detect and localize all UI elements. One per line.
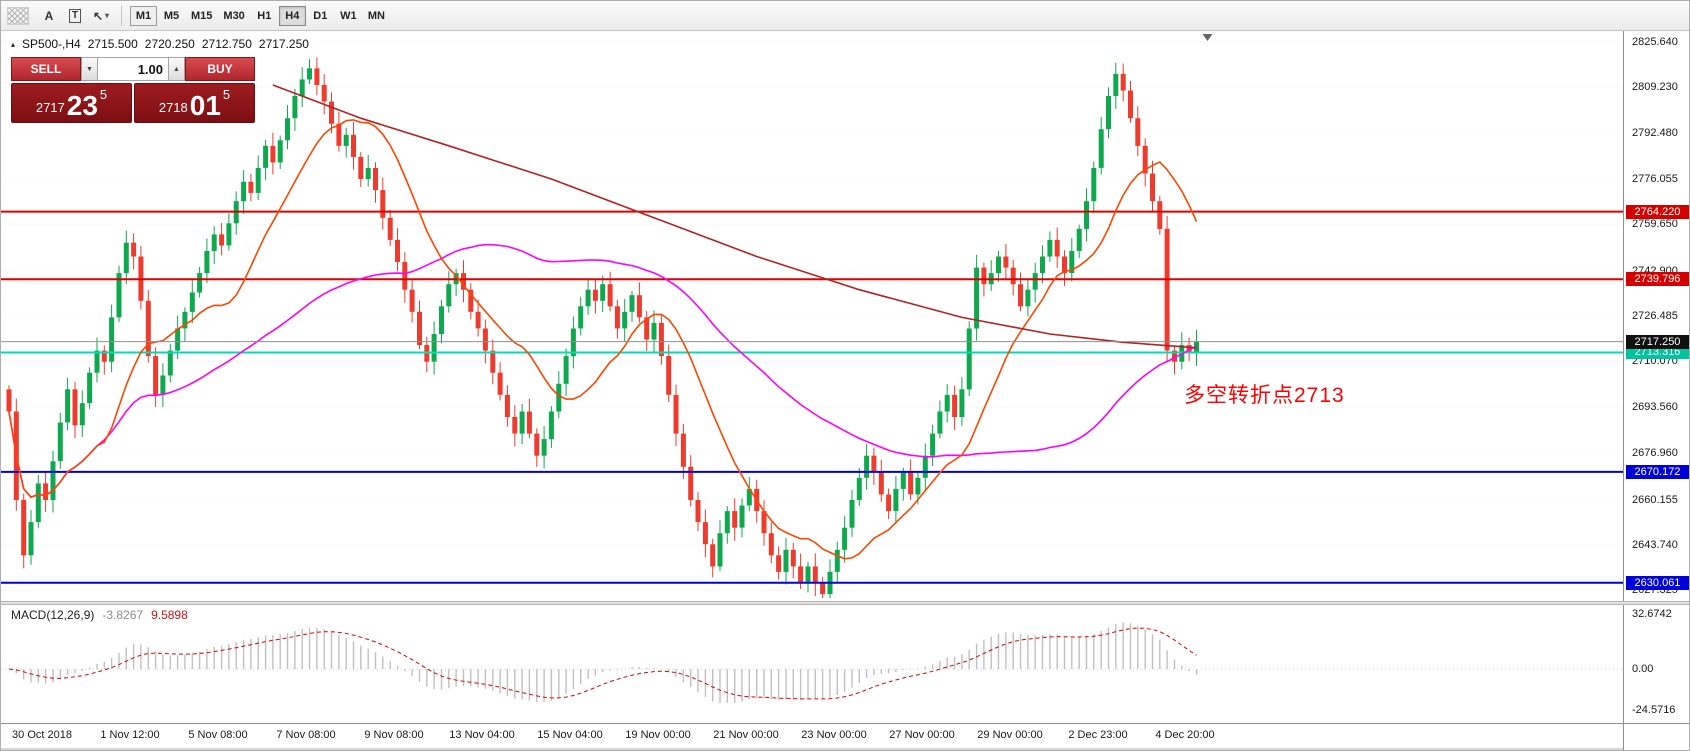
symbol-marker-icon: ▴ bbox=[11, 39, 16, 49]
ohlc-close: 2717.250 bbox=[258, 37, 309, 51]
timeframe-button-MN[interactable]: MN bbox=[363, 6, 390, 26]
time-axis-label: 7 Nov 08:00 bbox=[276, 729, 336, 741]
macd-axis-tick: 32.6742 bbox=[1632, 608, 1672, 620]
text-box-tool-button[interactable]: T bbox=[63, 5, 87, 27]
price-axis-tick: 2792.480 bbox=[1632, 127, 1678, 139]
ohlc-open: 2715.500 bbox=[87, 37, 138, 51]
chart-annotation: 多空转折点2713 bbox=[1184, 384, 1345, 407]
cursor-arrow-icon: ↖ bbox=[92, 8, 104, 23]
trade-panel-buttons-row: SELL ▼ ▲ BUY bbox=[11, 57, 255, 81]
lot-increase-button[interactable]: ▲ bbox=[168, 57, 185, 81]
buy-price-frac: 5 bbox=[222, 87, 231, 102]
macd-indicator-label: MACD(12,26,9) bbox=[11, 608, 95, 622]
price-axis[interactable]: 2825.640 2809.230 2792.480 2776.055 2759.650… bbox=[1623, 31, 1689, 750]
sell-button[interactable]: SELL bbox=[11, 57, 81, 81]
lot-dropdown-button[interactable]: ▼ bbox=[81, 57, 98, 81]
time-axis-label: 27 Nov 00:00 bbox=[889, 729, 955, 741]
triangle-up-icon: ▲ bbox=[173, 65, 180, 73]
macd-svg bbox=[1, 622, 1623, 703]
macd-axis-tick: 0.00 bbox=[1632, 663, 1654, 675]
price-tag-2630.061: 2630.061 bbox=[1626, 576, 1689, 590]
price-tag-2739.796: 2739.796 bbox=[1626, 272, 1689, 286]
price-axis-tick: 2693.560 bbox=[1632, 401, 1678, 413]
timeframe-button-H1[interactable]: H1 bbox=[251, 6, 278, 26]
chart-shift-marker[interactable] bbox=[1202, 34, 1213, 41]
time-axis-label: 21 Nov 00:00 bbox=[713, 729, 779, 741]
time-axis-label: 1 Nov 12:00 bbox=[100, 729, 160, 741]
time-axis-label: 4 Dec 20:00 bbox=[1155, 729, 1215, 741]
arrow-tool-button[interactable]: ↖ ▾ bbox=[89, 5, 113, 27]
price-axis-tick: 2643.740 bbox=[1632, 539, 1678, 551]
buy-price-button[interactable]: 2718 01 5 bbox=[134, 83, 255, 123]
buy-price-pips: 01 bbox=[189, 90, 221, 121]
macd-value: -3.8267 bbox=[102, 608, 144, 622]
price-axis-tick: 2726.485 bbox=[1632, 310, 1678, 322]
chart-canvas[interactable]: ▴ SP500-,H4 2715.500 2720.250 2712.750 2… bbox=[1, 31, 1623, 601]
macd-header: MACD(12,26,9) -3.8267 9.5898 bbox=[11, 608, 188, 622]
timeframe-button-M1[interactable]: M1 bbox=[130, 5, 157, 26]
time-axis-label: 15 Nov 04:00 bbox=[537, 729, 603, 741]
ohlc-low: 2712.750 bbox=[201, 37, 252, 51]
time-axis-label: 5 Nov 08:00 bbox=[188, 729, 248, 741]
timeframe-button-M15[interactable]: M15 bbox=[186, 6, 217, 26]
timeframe-button-H4[interactable]: H4 bbox=[278, 5, 306, 26]
sell-price-button[interactable]: 2717 23 5 bbox=[11, 83, 132, 123]
time-axis-label: 13 Nov 04:00 bbox=[449, 729, 515, 741]
time-axis-label: 9 Nov 08:00 bbox=[364, 729, 424, 741]
main-chart-svg bbox=[1, 34, 1623, 599]
timeframe-button-W1[interactable]: W1 bbox=[335, 6, 362, 26]
window-bottom-edge bbox=[1, 748, 1689, 750]
time-axis-label: 2 Dec 23:00 bbox=[1068, 729, 1128, 741]
time-axis[interactable]: 30 Oct 2018 1 Nov 12:00 5 Nov 08:00 7 Nov 0… bbox=[1, 724, 1623, 748]
chevron-down-icon: ▾ bbox=[105, 11, 110, 20]
price-tag-2670.172: 2670.172 bbox=[1626, 465, 1689, 479]
macd-axis-tick: -24.5716 bbox=[1632, 704, 1676, 716]
one-click-trading-panel: SELL ▼ ▲ BUY 2717 23 5 2718 01 bbox=[11, 57, 255, 123]
price-axis-tick: 2825.640 bbox=[1632, 36, 1678, 48]
sell-price-frac: 5 bbox=[99, 87, 108, 102]
ohlc-high: 2720.250 bbox=[144, 37, 195, 51]
symbol-name: SP500-,H4 bbox=[22, 37, 81, 51]
price-tag-2717.250: 2717.250 bbox=[1626, 335, 1689, 349]
timeframe-toolbar: M1 M5 M15 M30 H1 H4 D1 W1 MN bbox=[130, 5, 390, 26]
time-axis-label: 23 Nov 00:00 bbox=[801, 729, 867, 741]
timeframe-button-D1[interactable]: D1 bbox=[307, 6, 334, 26]
triangle-down-icon: ▼ bbox=[86, 65, 93, 73]
buy-price-int: 2718 bbox=[158, 100, 188, 115]
price-axis-tick: 2660.155 bbox=[1632, 494, 1678, 506]
lot-size-input[interactable] bbox=[98, 57, 168, 81]
panel-splitter[interactable] bbox=[1, 601, 1689, 605]
macd-signal-value: 9.5898 bbox=[151, 608, 188, 622]
time-axis-separator bbox=[1, 723, 1689, 724]
sell-price-int: 2717 bbox=[35, 100, 65, 115]
price-axis-tick: 2676.960 bbox=[1632, 447, 1678, 459]
timeframe-button-M5[interactable]: M5 bbox=[158, 6, 185, 26]
price-axis-tick: 2776.055 bbox=[1632, 173, 1678, 185]
macd-panel[interactable]: MACD(12,26,9) -3.8267 9.5898 bbox=[1, 605, 1623, 723]
text-label-icon: A bbox=[44, 8, 54, 23]
sell-price-pips: 23 bbox=[66, 90, 98, 121]
price-tag-2764.220: 2764.220 bbox=[1626, 205, 1689, 219]
chart-toolbar: A T ↖ ▾ M1 M5 M15 M30 H1 H4 D1 W1 MN bbox=[1, 1, 1689, 31]
buy-button[interactable]: BUY bbox=[185, 57, 255, 81]
time-axis-label: 30 Oct 2018 bbox=[12, 729, 72, 741]
text-label-tool-button[interactable]: A bbox=[37, 5, 61, 27]
price-axis-tick: 2759.650 bbox=[1632, 218, 1678, 230]
timeframe-button-M30[interactable]: M30 bbox=[218, 6, 249, 26]
time-axis-label: 19 Nov 00:00 bbox=[625, 729, 691, 741]
trade-panel-price-row: 2717 23 5 2718 01 5 bbox=[11, 83, 255, 123]
chart-ohlc-header: ▴ SP500-,H4 2715.500 2720.250 2712.750 2… bbox=[11, 37, 309, 51]
price-axis-tick: 2809.230 bbox=[1632, 81, 1678, 93]
toolbar-separator bbox=[121, 5, 122, 26]
text-box-icon: T bbox=[68, 8, 82, 23]
grid-pattern-icon[interactable] bbox=[7, 6, 29, 25]
time-axis-label: 29 Nov 00:00 bbox=[977, 729, 1043, 741]
